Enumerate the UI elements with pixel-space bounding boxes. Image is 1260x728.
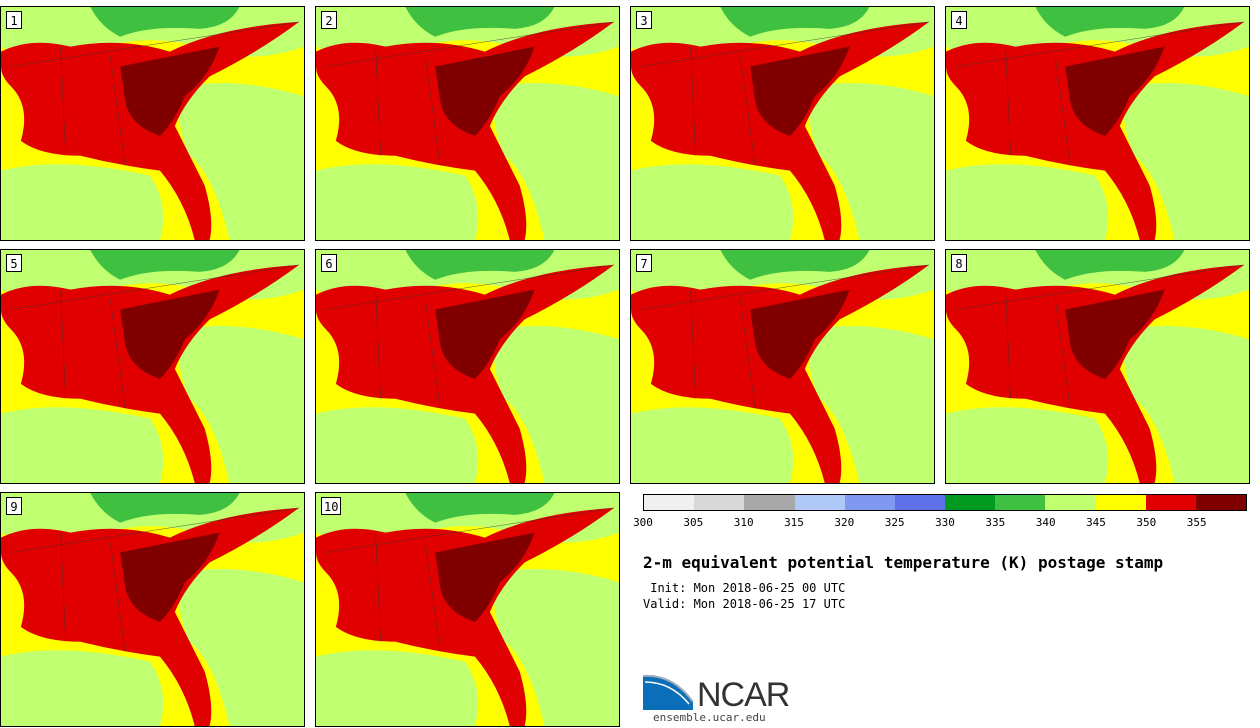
- logo-url: ensemble.ucar.edu: [653, 711, 766, 724]
- member-number-label: 9: [6, 497, 22, 515]
- figure-title: 2-m equivalent potential temperature (K)…: [643, 553, 1164, 572]
- colorbar-tick-label: 325: [884, 516, 905, 529]
- valid-time: Valid: Mon 2018-06-25 17 UTC: [643, 597, 846, 611]
- ensemble-member-panel: 5: [0, 249, 305, 484]
- logo-text: NCAR: [697, 676, 790, 714]
- colorbar-segment: [794, 495, 845, 510]
- member-number-label: 1: [6, 11, 22, 29]
- member-number-label: 2: [321, 11, 337, 29]
- colorbar-segment: [1095, 495, 1146, 510]
- colorbar: [643, 494, 1247, 511]
- member-number-label: 5: [6, 254, 22, 272]
- init-time: Init: Mon 2018-06-25 00 UTC: [643, 581, 846, 595]
- colorbar-tick-label: 305: [683, 516, 704, 529]
- colorbar-segment: [945, 495, 996, 510]
- ensemble-member-panel: 1: [0, 6, 305, 241]
- colorbar-tick-label: 315: [784, 516, 804, 529]
- colorbar-segment: [1145, 495, 1196, 510]
- colorbar-segment: [744, 495, 795, 510]
- member-number-label: 7: [636, 254, 652, 272]
- colorbar-segment: [1195, 495, 1247, 510]
- colorbar-tick-label: 355: [1186, 516, 1207, 529]
- colorbar-tick-label: 340: [1035, 516, 1056, 529]
- ensemble-member-panel: 4: [945, 6, 1250, 241]
- ensemble-member-panel: 10: [315, 492, 620, 727]
- ensemble-member-panel: 2: [315, 6, 620, 241]
- colorbar-tick-label: 310: [733, 516, 754, 529]
- colorbar-tick-label: 350: [1136, 516, 1157, 529]
- colorbar-segment: [844, 495, 895, 510]
- colorbar-tick-label: 320: [834, 516, 855, 529]
- member-number-label: 10: [321, 497, 342, 515]
- ensemble-member-panel: 9: [0, 492, 305, 727]
- ensemble-member-panel: 6: [315, 249, 620, 484]
- colorbar-tick-label: 330: [935, 516, 955, 529]
- colorbar-segment: [644, 495, 695, 510]
- member-number-label: 4: [951, 11, 967, 29]
- colorbar-segment: [694, 495, 745, 510]
- colorbar-segment: [995, 495, 1046, 510]
- ensemble-member-panel: 3: [630, 6, 935, 241]
- member-number-label: 3: [636, 11, 652, 29]
- member-number-label: 8: [951, 254, 967, 272]
- colorbar-tick-label: 300: [633, 516, 653, 529]
- colorbar-segment: [894, 495, 946, 510]
- colorbar-ticks: 300 305 310 315 320 325 330 335 340 345 350 355: [633, 516, 1247, 530]
- ncar-logo-icon: [643, 674, 694, 710]
- member-number-label: 6: [321, 254, 337, 272]
- ensemble-member-panel: 8: [945, 249, 1250, 484]
- colorbar-segment: [1045, 495, 1096, 510]
- ensemble-member-panel: 7: [630, 249, 935, 484]
- colorbar-tick-label: 345: [1086, 516, 1106, 529]
- colorbar-tick-label: 335: [985, 516, 1006, 529]
